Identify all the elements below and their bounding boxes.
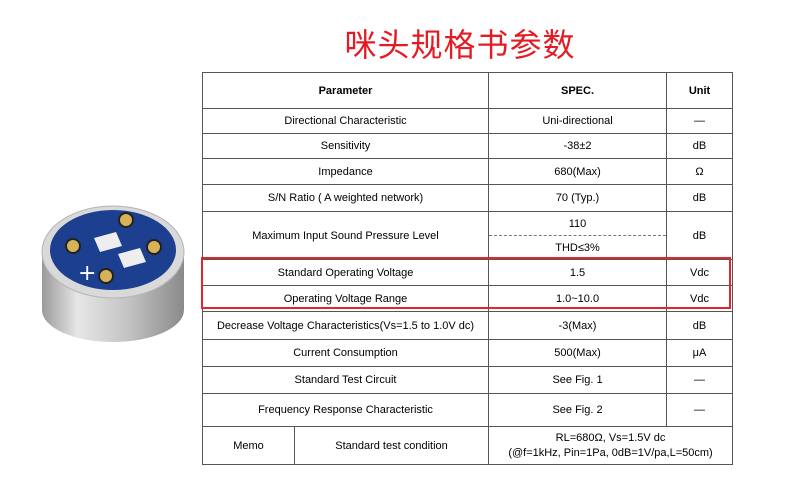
param-cell: Current Consumption [201,339,490,367]
memo-condition-value: RL=680Ω, Vs=1.5V dc (@f=1kHz, Pin=1Pa, 0… [488,426,734,465]
unit-cell: dB [666,133,734,159]
table-row: S/N Ratio ( A weighted network) 70 (Typ.… [201,184,734,212]
spec-table: Parameter SPEC. Unit Directional Charact… [201,72,734,465]
solder-pad [146,239,162,255]
solder-pad [118,212,134,228]
memo-label: Memo [202,426,295,465]
page-title: 咪头规格书参数 [344,26,576,64]
table-row: Decrease Voltage Characteristics(Vs=1.5 … [201,311,734,340]
unit-cell: — [666,393,734,427]
condition-line-2: (@f=1kHz, Pin=1Pa, 0dB=1V/pa,L=50cm) [508,446,713,459]
spec-cell-thd: THD≤3% [488,235,668,260]
param-cell: Standard Test Circuit [201,366,490,394]
param-cell: Frequency Response Characteristic [201,393,490,427]
plus-symbol: + [78,261,96,286]
param-cell: Operating Voltage Range [201,285,490,312]
table-row: Current Consumption 500(Max) μA [201,339,734,367]
unit-cell: Vdc [666,259,734,286]
unit-cell: dB [666,311,734,340]
spec-cell: 70 (Typ.) [488,184,668,212]
table-row: Frequency Response Characteristic See Fi… [201,393,734,427]
param-cell: S/N Ratio ( A weighted network) [201,184,490,212]
header-parameter: Parameter [201,72,490,109]
param-cell: Impedance [201,158,490,185]
table-row: Standard Test Circuit See Fig. 1 — [201,366,734,394]
solder-pad [98,268,114,284]
microphone-product-image: + [41,205,185,342]
unit-cell: Vdc [666,285,734,312]
unit-cell: dB [666,184,734,212]
header-unit: Unit [666,72,734,109]
spec-cell: Uni-directional [488,108,668,134]
spec-cell: 1.5 [488,259,668,286]
table-row: THD≤3% [203,235,733,260]
contact-pad [94,232,122,252]
spec-cell: 500(Max) [488,339,668,367]
header-row: Parameter SPEC. Unit [201,72,734,109]
param-cell: Sensitivity [201,133,490,159]
solder-pad [65,238,81,254]
unit-cell: dB [666,211,734,260]
unit-cell: μA [666,339,734,367]
spec-cell: See Fig. 2 [488,393,668,427]
param-cell: Directional Characteristic [201,108,490,134]
spec-cell: -3(Max) [488,311,668,340]
spec-cell: 1.0~10.0 [488,285,668,312]
unit-cell: Ω [666,158,734,185]
table-row: Sensitivity -38±2 dB [201,133,734,159]
param-cell: Standard Operating Voltage [201,259,490,286]
condition-line-1: RL=680Ω, Vs=1.5V dc [555,431,666,444]
spec-cell: 680(Max) [488,158,668,185]
spec-cell: -38±2 [488,133,668,159]
unit-cell: — [666,108,734,134]
unit-cell: — [666,366,734,394]
header-spec: SPEC. [488,72,668,109]
table-row-highlighted: Operating Voltage Range 1.0~10.0 Vdc [201,285,734,312]
spec-cell: 110 [488,211,668,236]
table-row-highlighted: Standard Operating Voltage 1.5 Vdc [201,259,734,286]
param-cell: Maximum Input Sound Pressure Level [201,211,490,260]
spec-cell: See Fig. 1 [488,366,668,394]
table-row: Maximum Input Sound Pressure Level 110 d… [201,211,734,260]
contact-pad [118,248,146,268]
table-row: Directional Characteristic Uni-direction… [201,108,734,134]
memo-condition-label: Standard test condition [293,426,490,465]
table-row: Impedance 680(Max) Ω [201,158,734,185]
memo-row: Memo Standard test condition RL=680Ω, Vs… [202,426,734,465]
param-cell: Decrease Voltage Characteristics(Vs=1.5 … [201,311,490,340]
